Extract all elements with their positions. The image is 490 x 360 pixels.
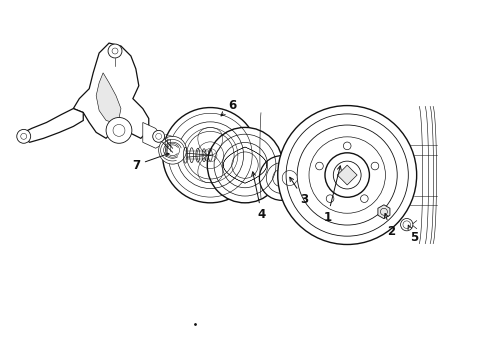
Polygon shape [378, 205, 390, 219]
Circle shape [333, 161, 361, 189]
Circle shape [401, 219, 413, 231]
Text: 6: 6 [221, 99, 236, 116]
Circle shape [326, 195, 334, 202]
Circle shape [106, 117, 132, 143]
Circle shape [159, 136, 187, 164]
Polygon shape [24, 109, 83, 142]
Circle shape [343, 142, 351, 150]
Circle shape [325, 153, 369, 197]
Circle shape [371, 162, 379, 170]
Circle shape [163, 108, 258, 203]
Circle shape [153, 130, 165, 142]
Circle shape [361, 195, 368, 202]
Circle shape [108, 44, 122, 58]
Circle shape [207, 127, 283, 203]
Circle shape [17, 129, 31, 143]
Text: 2: 2 [385, 213, 395, 238]
Text: 7: 7 [132, 153, 169, 172]
Circle shape [316, 162, 323, 170]
Polygon shape [74, 43, 149, 138]
Polygon shape [337, 165, 357, 185]
Circle shape [259, 156, 304, 201]
Text: 3: 3 [290, 177, 309, 206]
Polygon shape [143, 122, 163, 148]
Text: 5: 5 [408, 225, 418, 244]
Text: 4: 4 [252, 172, 266, 221]
Polygon shape [96, 73, 121, 122]
Circle shape [278, 105, 416, 244]
Text: 1: 1 [323, 166, 341, 224]
